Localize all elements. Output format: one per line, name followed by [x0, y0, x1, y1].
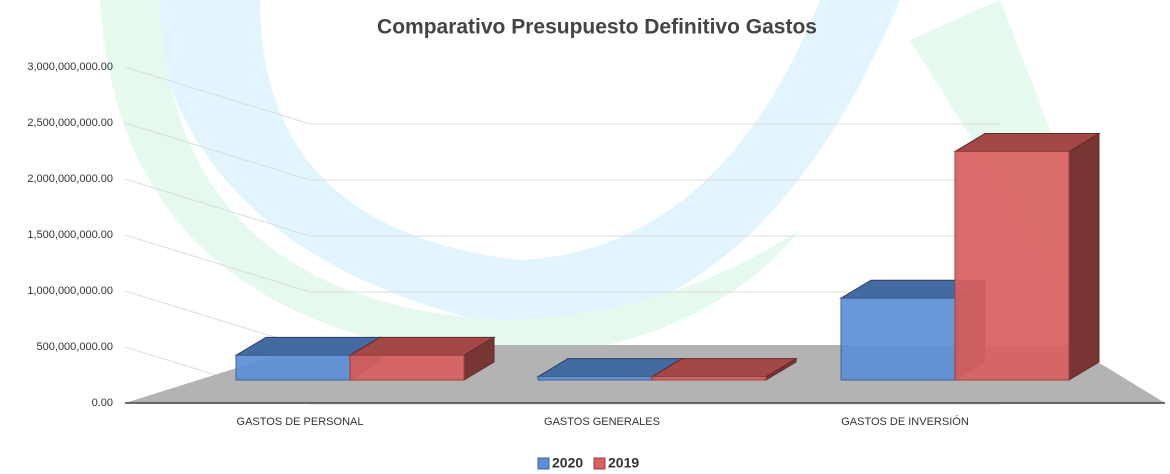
grid-line [124, 66, 1000, 125]
bar-front [235, 354, 351, 381]
legend-label: 2019 [608, 455, 639, 471]
y-tick-label: 3,000,000,000.00 [27, 61, 113, 73]
y-tick-label: 500,000,000.00 [37, 341, 113, 353]
y-tick-label: 2,500,000,000.00 [27, 117, 113, 129]
bar-front [537, 376, 653, 381]
bar [650, 357, 798, 381]
bar-front [840, 297, 956, 381]
chart-title: Comparativo Presupuesto Definitivo Gasto… [377, 16, 817, 39]
y-tick-label: 1,000,000,000.00 [27, 285, 113, 297]
grid-line [124, 234, 1000, 293]
legend-label: 2020 [552, 455, 583, 471]
grid-line [124, 178, 1000, 237]
y-tick-label: 2,000,000,000.00 [27, 173, 113, 185]
bar-front [651, 376, 767, 381]
grid-line [124, 122, 1000, 181]
bar [953, 132, 1101, 381]
x-tick-label: GASTOS DE INVERSIÓN [841, 415, 969, 428]
bar-front [349, 354, 465, 381]
bar [348, 336, 496, 381]
bar-front [954, 151, 1070, 381]
y-tick-label: 1,500,000,000.00 [27, 229, 113, 241]
grid-line [124, 346, 1000, 405]
y-tick-label: 0.00 [92, 397, 113, 409]
legend-swatch [537, 457, 550, 470]
x-tick-label: GASTOS GENERALES [544, 416, 660, 428]
x-tick-label: GASTOS DE PERSONAL [237, 416, 364, 428]
bar-side [1068, 132, 1100, 381]
legend-swatch [593, 457, 606, 470]
legend: 2020 2019 [537, 455, 639, 471]
